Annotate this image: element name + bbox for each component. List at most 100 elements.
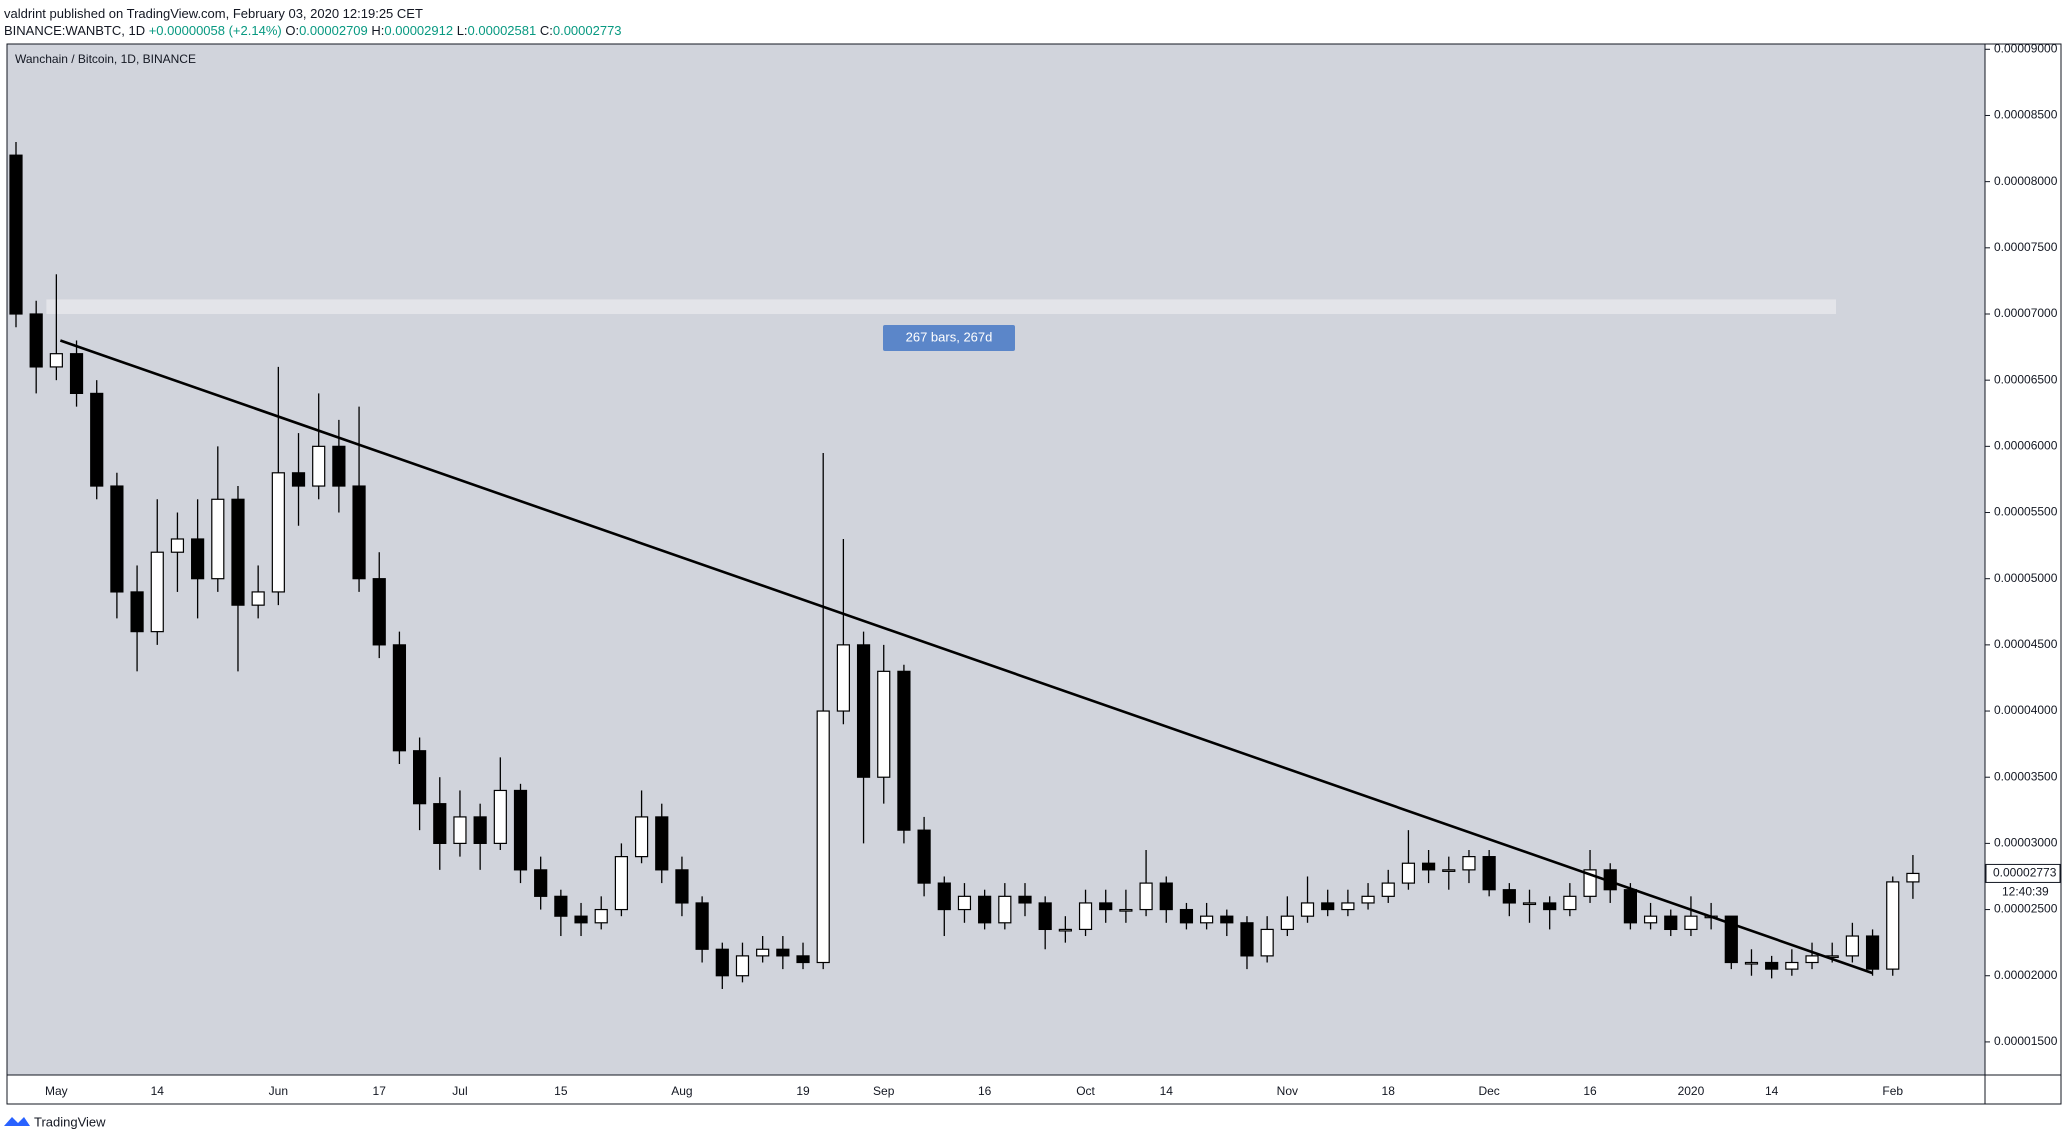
candle-body	[1744, 961, 1759, 965]
candle-body	[1664, 915, 1678, 931]
candle-body	[897, 670, 911, 831]
y-tick-label: 0.00006000	[1994, 439, 2058, 453]
ohlc-value: 0.00002912	[384, 23, 454, 38]
chart-title: Wanchain / Bitcoin, 1D, BINANCE	[15, 52, 196, 66]
candle-body	[1240, 922, 1254, 957]
candle-body	[877, 670, 891, 778]
x-tick-label: 18	[1382, 1084, 1396, 1098]
candle-body	[614, 856, 629, 911]
candle-body	[1159, 882, 1173, 911]
ohlc-label: O:	[285, 23, 300, 38]
last-price: 0.00002773	[1993, 866, 2057, 880]
y-tick-label: 0.00003000	[1994, 836, 2058, 850]
candle-body	[1623, 889, 1638, 924]
candle-body	[1200, 915, 1214, 924]
candle-body	[554, 895, 568, 917]
candle-body	[1845, 935, 1859, 957]
y-tick-label: 0.00004500	[1994, 637, 2058, 651]
candle-body	[1321, 902, 1335, 911]
resistance-zone	[46, 299, 1837, 314]
candle-body	[1502, 889, 1516, 904]
candle-body	[1643, 915, 1658, 924]
y-tick-label: 0.00008500	[1994, 108, 2058, 122]
candle-body	[534, 869, 548, 897]
candle-body	[1462, 856, 1476, 871]
x-tick-label: Jul	[452, 1084, 467, 1098]
ohlc-label: H:	[371, 23, 385, 38]
ohlc-value: 0.00002709	[299, 23, 368, 38]
candle-body	[1522, 902, 1537, 906]
candle-body	[1886, 881, 1900, 970]
y-tick-label: 0.00002000	[1994, 968, 2058, 982]
y-tick-label: 0.00006500	[1994, 372, 2058, 386]
x-tick-label: 14	[1765, 1084, 1779, 1098]
candle-body	[231, 498, 245, 606]
candle-body	[1684, 915, 1698, 931]
candle-body	[211, 498, 225, 580]
candle-body	[816, 710, 830, 964]
candle-body	[1785, 961, 1799, 970]
x-tick-label: 19	[796, 1084, 810, 1098]
candle-body	[352, 485, 366, 580]
candle-body	[1906, 872, 1920, 883]
candle-body	[170, 538, 185, 553]
candle-body	[1099, 902, 1113, 911]
candle-body	[69, 353, 84, 395]
last-price-box	[1985, 863, 2061, 883]
chart-frame	[6, 43, 2062, 1105]
candle-body	[836, 644, 850, 712]
candle-body	[1280, 915, 1294, 931]
candle-body	[49, 353, 63, 368]
x-tick-label: Jun	[269, 1084, 288, 1098]
candle-body	[130, 591, 144, 633]
x-tick-label: 16	[1583, 1084, 1597, 1098]
candle-body	[1341, 902, 1355, 911]
change: +0.00000058 (+2.14%)	[148, 23, 282, 38]
candle-body	[413, 750, 427, 805]
candle-body	[1765, 961, 1779, 970]
x-tick-label: 16	[978, 1084, 992, 1098]
candle-body	[756, 948, 770, 957]
candle-body	[392, 644, 407, 752]
annotation: 267 bars, 267d	[906, 329, 993, 344]
annotation-box	[883, 325, 1015, 351]
candle-body	[978, 895, 992, 924]
candle-body	[1179, 908, 1194, 924]
candle-body	[9, 154, 23, 315]
ohlc-label: C:	[539, 23, 553, 38]
y-tick-label: 0.00002500	[1994, 902, 2058, 916]
candle-body	[271, 472, 285, 593]
candle-body	[695, 902, 709, 950]
candle-body	[1038, 902, 1052, 931]
x-tick-label: Dec	[1478, 1084, 1499, 1098]
y-tick-label: 0.00009000	[1994, 41, 2058, 55]
candle-body	[574, 915, 588, 924]
candle-body	[1401, 862, 1416, 884]
candle-body	[917, 829, 931, 884]
candle-body	[655, 816, 669, 871]
candle-body	[735, 955, 750, 977]
candle-body	[1421, 862, 1436, 871]
candle-body	[776, 948, 790, 957]
candle-body	[150, 551, 164, 633]
candle-body	[998, 895, 1012, 924]
trendline	[59, 339, 1873, 975]
candle-body	[110, 485, 124, 593]
candle-body	[1381, 882, 1395, 897]
ohlc-value: 0.00002773	[552, 23, 622, 38]
candle-body	[191, 538, 205, 580]
candle-body	[796, 955, 810, 964]
candle-body	[372, 578, 386, 646]
y-tick-label: 0.00005500	[1994, 505, 2058, 519]
x-tick-label: 2020	[1678, 1084, 1705, 1098]
brand-logo	[4, 1117, 30, 1126]
candle-body	[1724, 915, 1738, 964]
candle-body	[1058, 928, 1072, 932]
candle-body	[634, 816, 649, 858]
candle-body	[1482, 856, 1496, 891]
x-tick-label: May	[45, 1084, 68, 1098]
candle-body	[473, 816, 487, 844]
candle-body	[1543, 902, 1557, 911]
